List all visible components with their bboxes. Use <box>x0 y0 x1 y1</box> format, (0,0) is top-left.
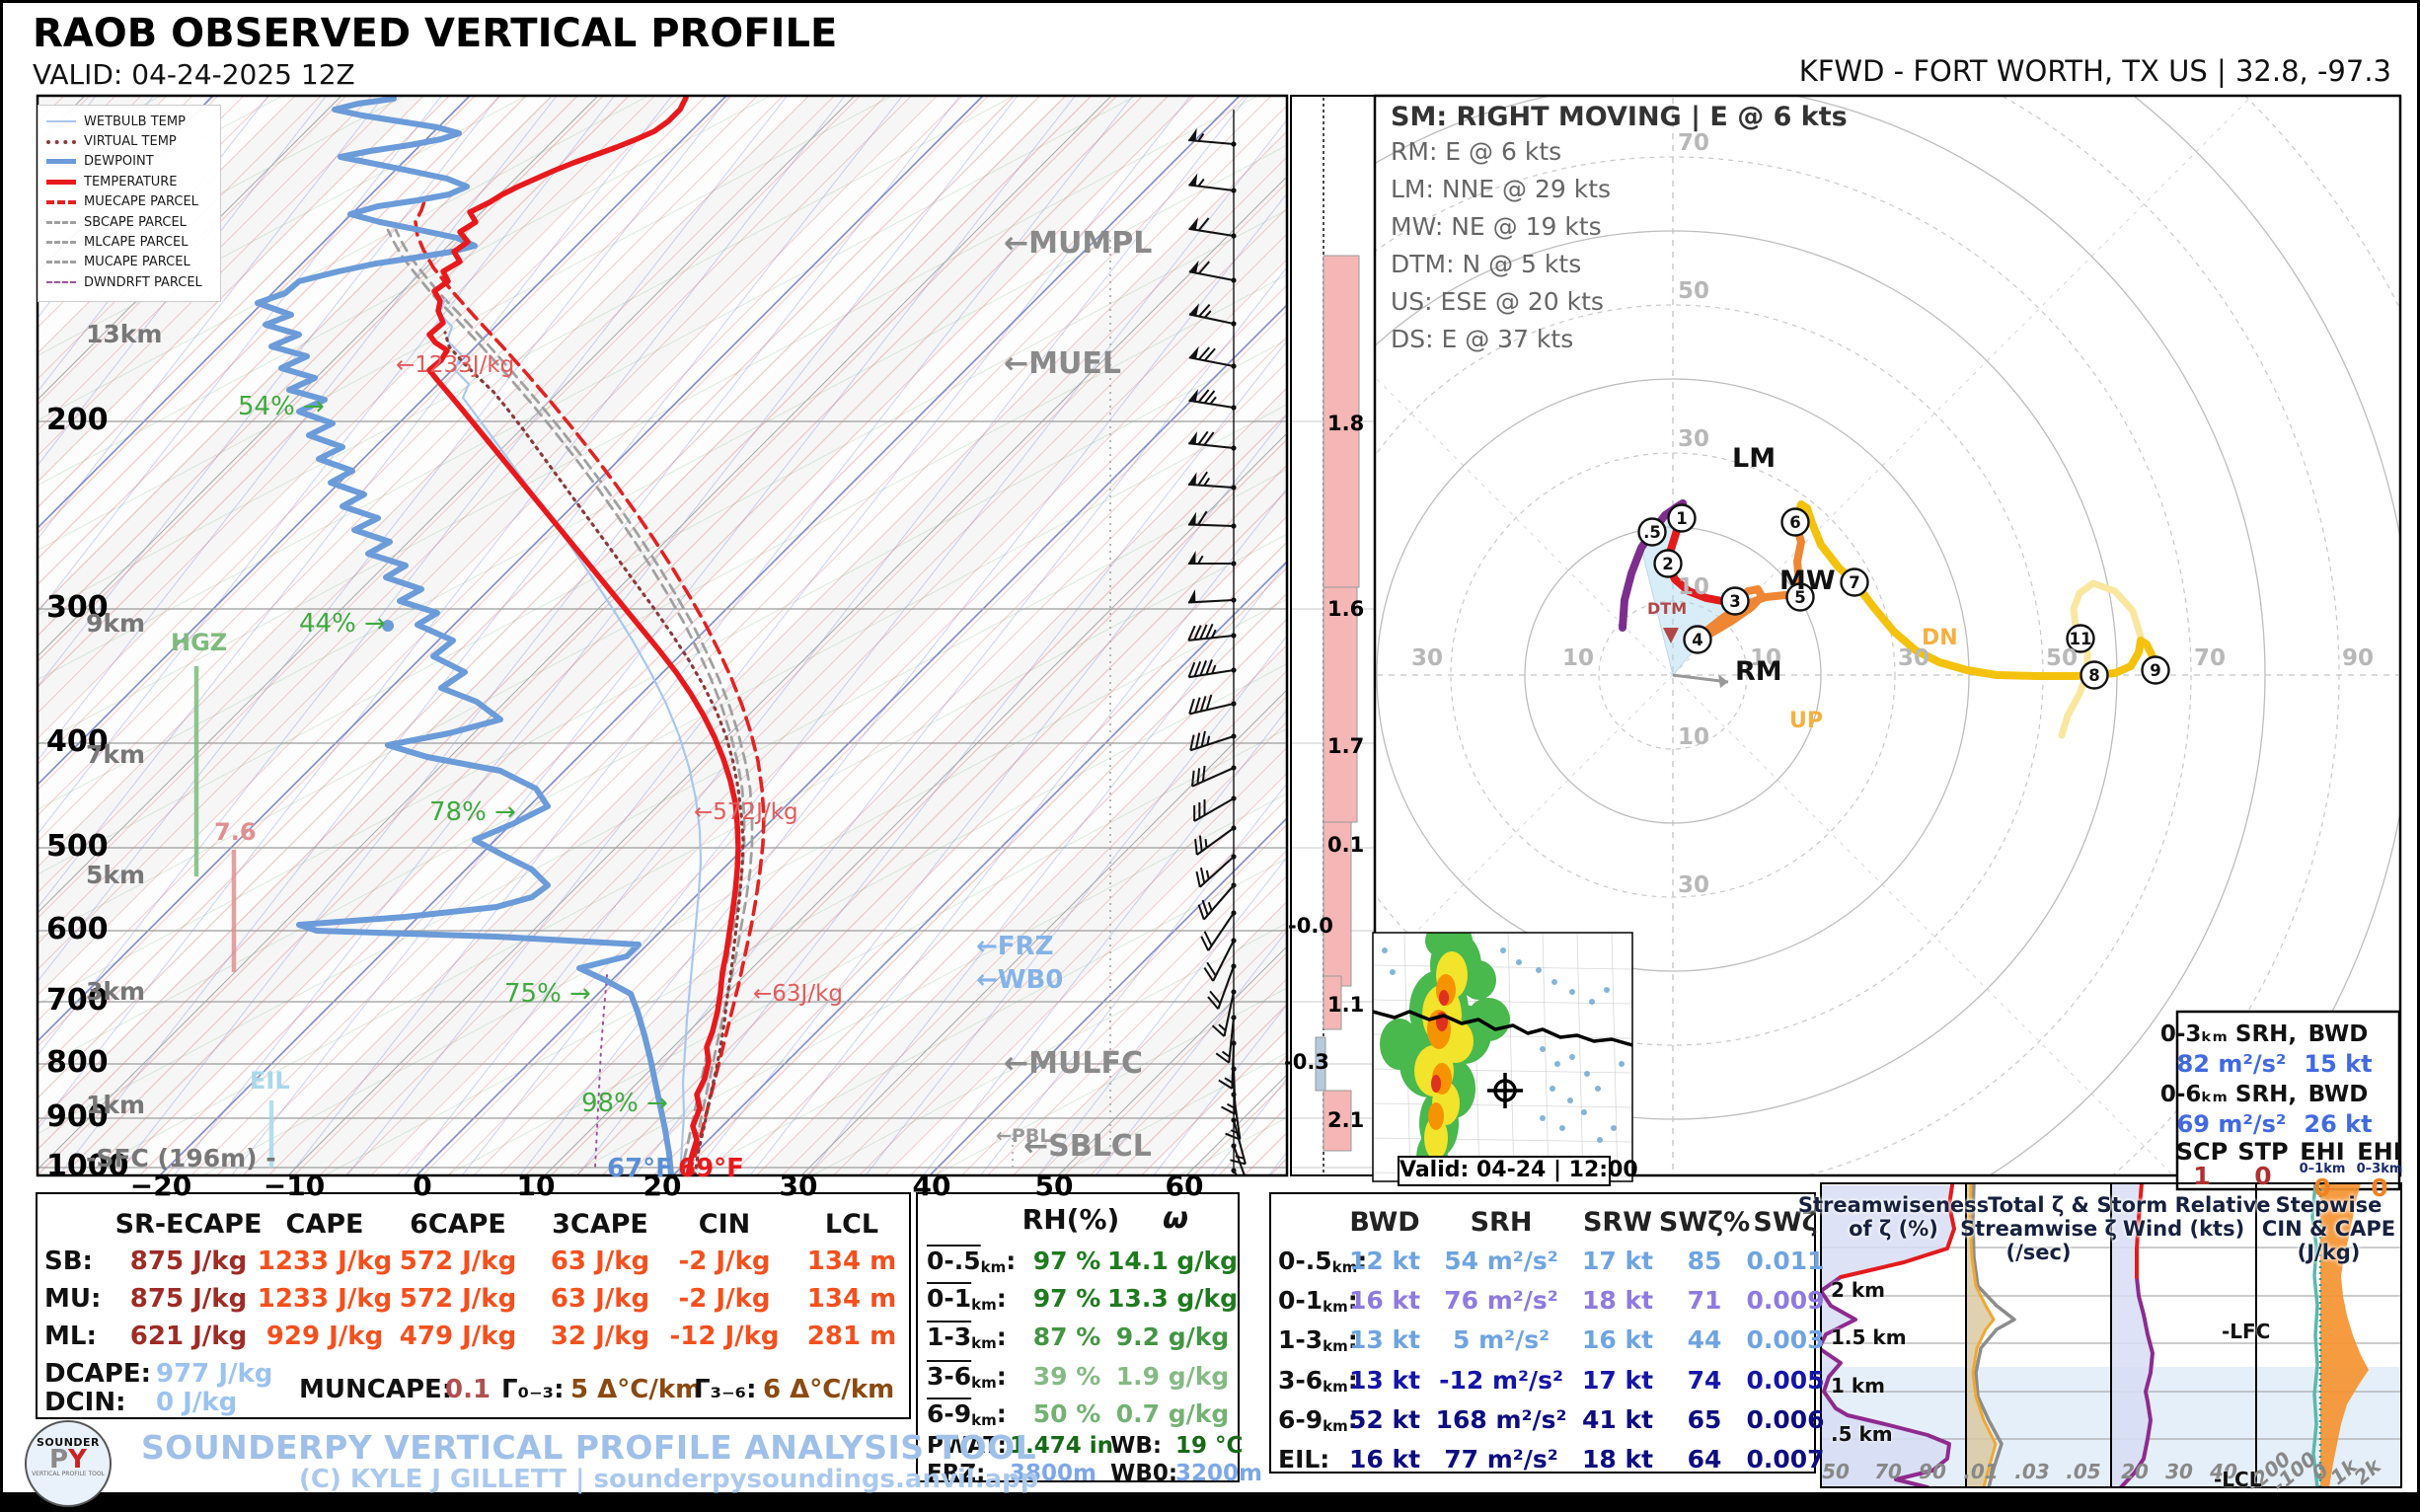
legend-swatch-icon <box>46 220 76 224</box>
svg-text:7: 7 <box>1849 573 1859 592</box>
legend-item: MUECAPE PARCEL <box>46 192 212 212</box>
svg-text:8: 8 <box>2088 666 2099 685</box>
legend-swatch-icon <box>46 179 76 185</box>
logo-text-main: PY <box>49 1445 87 1474</box>
svg-text:11: 11 <box>2070 630 2092 648</box>
legend-item-label: DWNDRFT PARCEL <box>84 274 202 290</box>
svg-text:.5: .5 <box>1643 523 1661 542</box>
legend-item: DWNDRFT PARCEL <box>46 272 212 292</box>
legend-item: SBCAPE PARCEL <box>46 212 212 232</box>
legend-swatch-icon <box>46 199 76 204</box>
skewt-background <box>38 96 1287 1175</box>
page-title: RAOB OBSERVED VERTICAL PROFILE <box>33 11 838 56</box>
legend-item: DEWPOINT <box>46 152 212 172</box>
legend-item: WETBULB TEMP <box>46 112 212 131</box>
logo-text-top: SOUNDER <box>36 1436 101 1449</box>
legend-item-label: TEMPERATURE <box>84 174 178 189</box>
legend-swatch-icon <box>46 120 76 123</box>
footer-credit: (C) KYLE J GILLETT | sounderpysoundings.… <box>299 1465 1039 1494</box>
legend-item-label: MUECAPE PARCEL <box>84 194 198 210</box>
svg-text:2: 2 <box>1662 555 1673 573</box>
sounderpy-logo-icon: SOUNDER PY VERTICAL PROFILE TOOL <box>25 1420 112 1507</box>
skewt-legend: WETBULB TEMP VIRTUAL TEMP DEWPOINT TEMPERAT… <box>38 105 221 302</box>
svg-text:6: 6 <box>1789 513 1800 532</box>
logo-text-sub: VERTICAL PROFILE TOOL <box>32 1471 105 1478</box>
legend-swatch-icon <box>46 241 76 245</box>
legend-swatch-icon <box>46 281 76 284</box>
valid-time: VALID: 04-24-2025 12Z <box>33 58 355 91</box>
legend-item-label: SBCAPE PARCEL <box>84 214 187 230</box>
legend-item: MLCAPE PARCEL <box>46 232 212 252</box>
svg-text:1: 1 <box>1676 509 1687 528</box>
svg-text:4: 4 <box>1692 631 1702 649</box>
legend-item-label: VIRTUAL TEMP <box>84 134 177 150</box>
svg-text:3: 3 <box>1729 592 1740 611</box>
legend-swatch-icon <box>46 139 76 144</box>
svg-text:9: 9 <box>2150 661 2160 680</box>
station-info: KFWD - FORT WORTH, TX US | 32.8, -97.3 <box>1798 54 2391 88</box>
legend-item-label: MUCAPE PARCEL <box>84 255 190 270</box>
legend-item: VIRTUAL TEMP <box>46 131 212 151</box>
svg-text:5: 5 <box>1794 588 1805 607</box>
legend-item-label: DEWPOINT <box>84 154 154 170</box>
chart-graphics: .5 1 2 3 4 5 6 7 8 9 11 <box>36 94 2402 1488</box>
legend-swatch-icon <box>46 159 76 165</box>
legend-swatch-icon <box>46 261 76 265</box>
footer-tool-name: SOUNDERPY VERTICAL PROFILE ANALYSIS TOOL <box>141 1428 1037 1467</box>
legend-item: MUCAPE PARCEL <box>46 253 212 272</box>
bottom-border-bar <box>3 1492 2417 1509</box>
legend-item: TEMPERATURE <box>46 172 212 191</box>
legend-item-label: MLCAPE PARCEL <box>84 235 189 251</box>
legend-item-label: WETBULB TEMP <box>84 113 186 129</box>
